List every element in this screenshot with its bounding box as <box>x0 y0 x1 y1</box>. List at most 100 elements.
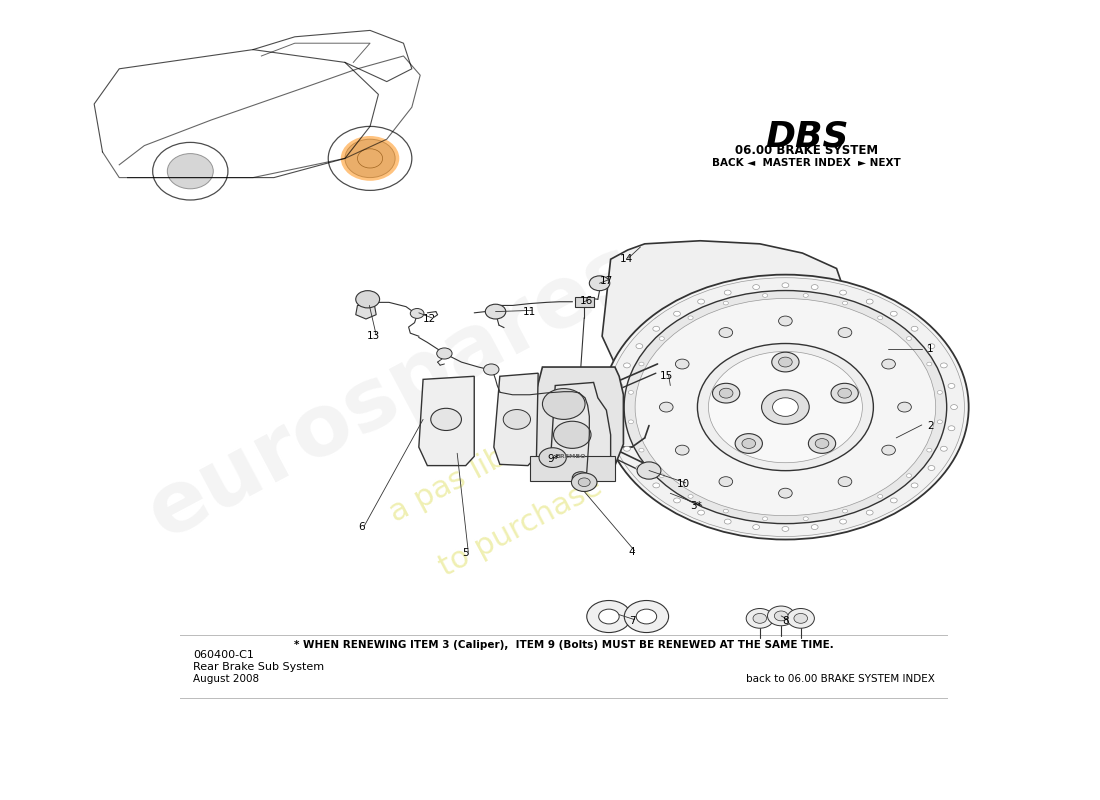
Circle shape <box>752 285 759 290</box>
Text: 16: 16 <box>580 295 593 306</box>
Circle shape <box>639 448 643 452</box>
Circle shape <box>719 477 733 486</box>
Circle shape <box>606 278 965 537</box>
Circle shape <box>590 276 609 290</box>
Circle shape <box>768 606 795 626</box>
Text: 8: 8 <box>782 616 789 626</box>
Circle shape <box>752 525 759 530</box>
Circle shape <box>636 466 642 470</box>
Circle shape <box>772 398 799 416</box>
Circle shape <box>948 426 955 430</box>
Circle shape <box>782 282 789 288</box>
Text: eurospares: eurospares <box>133 227 653 556</box>
Text: 14: 14 <box>619 254 632 264</box>
Text: 4: 4 <box>628 547 636 557</box>
Circle shape <box>636 344 642 349</box>
Circle shape <box>579 478 591 486</box>
Polygon shape <box>602 241 845 404</box>
Text: 11: 11 <box>522 306 537 317</box>
Circle shape <box>571 473 597 491</box>
Circle shape <box>553 422 591 448</box>
Circle shape <box>167 154 213 189</box>
Circle shape <box>746 609 773 628</box>
Text: 1985: 1985 <box>667 266 836 394</box>
Circle shape <box>774 611 788 621</box>
Text: 06.00 BRAKE SYSTEM: 06.00 BRAKE SYSTEM <box>735 144 878 157</box>
Circle shape <box>624 446 630 451</box>
Text: 7: 7 <box>628 616 636 626</box>
Circle shape <box>484 364 499 375</box>
Polygon shape <box>551 382 611 481</box>
Text: 5: 5 <box>462 548 469 558</box>
Text: 15: 15 <box>659 371 673 382</box>
Circle shape <box>803 294 808 298</box>
Circle shape <box>572 472 590 484</box>
Text: BACK ◄  MASTER INDEX  ► NEXT: BACK ◄ MASTER INDEX ► NEXT <box>713 158 901 168</box>
Circle shape <box>830 383 858 403</box>
Circle shape <box>761 390 810 424</box>
Text: to purchase: to purchase <box>434 472 607 582</box>
Circle shape <box>673 498 681 503</box>
Polygon shape <box>355 306 376 319</box>
Text: DBS: DBS <box>764 119 848 154</box>
Circle shape <box>803 517 808 521</box>
Circle shape <box>639 362 643 366</box>
Circle shape <box>628 390 634 394</box>
Circle shape <box>659 402 673 412</box>
Polygon shape <box>419 376 474 466</box>
Circle shape <box>624 363 630 368</box>
Circle shape <box>431 408 462 430</box>
Circle shape <box>878 316 883 320</box>
Circle shape <box>812 525 818 530</box>
Bar <box>530 456 615 481</box>
Circle shape <box>843 510 848 513</box>
Circle shape <box>659 474 664 478</box>
Circle shape <box>839 290 847 295</box>
Circle shape <box>688 494 693 498</box>
Circle shape <box>355 290 380 308</box>
Circle shape <box>839 519 847 524</box>
Circle shape <box>782 526 789 531</box>
Circle shape <box>542 389 585 419</box>
Circle shape <box>948 383 955 388</box>
Circle shape <box>636 609 657 624</box>
Circle shape <box>906 337 912 340</box>
Circle shape <box>950 405 957 410</box>
Circle shape <box>927 362 932 366</box>
Circle shape <box>735 434 762 454</box>
Text: August 2008: August 2008 <box>192 674 258 684</box>
Text: 17: 17 <box>600 276 613 286</box>
Circle shape <box>616 383 623 388</box>
Circle shape <box>673 311 681 316</box>
Circle shape <box>437 348 452 359</box>
Text: BREMBO: BREMBO <box>556 454 586 459</box>
Text: 10: 10 <box>676 479 690 489</box>
Text: 9*: 9* <box>548 454 560 465</box>
Circle shape <box>878 494 883 498</box>
Circle shape <box>713 383 740 403</box>
Circle shape <box>890 311 898 316</box>
Circle shape <box>675 445 689 455</box>
Circle shape <box>838 388 851 398</box>
Circle shape <box>697 510 704 515</box>
Circle shape <box>723 302 728 305</box>
Text: Rear Brake Sub System: Rear Brake Sub System <box>192 662 324 672</box>
Circle shape <box>762 294 768 298</box>
Circle shape <box>723 510 728 513</box>
Circle shape <box>652 483 660 488</box>
Circle shape <box>911 326 918 331</box>
Circle shape <box>937 420 943 424</box>
Circle shape <box>688 316 693 320</box>
Circle shape <box>635 298 936 516</box>
Text: 1: 1 <box>927 343 934 354</box>
Text: 6: 6 <box>359 522 365 532</box>
Circle shape <box>652 326 660 331</box>
Circle shape <box>937 390 943 394</box>
Text: 2: 2 <box>927 421 934 430</box>
Circle shape <box>742 438 756 449</box>
Circle shape <box>614 405 620 410</box>
Circle shape <box>927 448 932 452</box>
Circle shape <box>779 316 792 326</box>
Text: 060400-C1: 060400-C1 <box>192 650 254 660</box>
Text: 13: 13 <box>367 331 381 342</box>
